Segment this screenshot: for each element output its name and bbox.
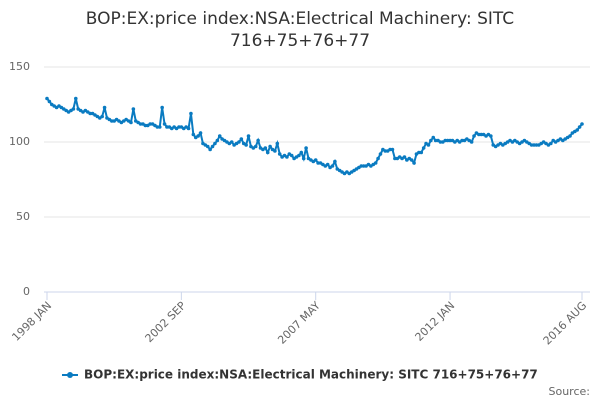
point <box>162 122 167 126</box>
point <box>191 132 196 137</box>
point <box>301 156 306 161</box>
x-tick-label: 1998 JAN <box>9 299 54 344</box>
point <box>100 114 104 119</box>
point <box>273 149 277 153</box>
point <box>330 164 335 168</box>
point <box>489 134 493 138</box>
point <box>102 105 107 110</box>
legend-marker <box>67 372 73 378</box>
point <box>289 153 294 158</box>
point <box>47 99 52 104</box>
point <box>229 140 234 144</box>
point <box>265 150 270 155</box>
point <box>208 147 212 152</box>
point <box>299 150 304 155</box>
point <box>253 144 258 149</box>
point <box>213 141 217 146</box>
point <box>277 152 282 156</box>
point <box>244 143 248 147</box>
point <box>575 128 580 132</box>
point <box>568 134 572 138</box>
point <box>237 140 241 144</box>
point <box>325 162 330 167</box>
point <box>285 155 289 159</box>
point <box>256 138 260 143</box>
point <box>239 137 244 141</box>
point <box>45 96 49 101</box>
point <box>419 150 424 155</box>
point <box>333 159 337 164</box>
point <box>577 125 582 129</box>
y-tick-label: 100 <box>9 135 30 148</box>
point <box>157 125 162 129</box>
y-tick-label: 50 <box>16 210 30 223</box>
x-tick-label: 2012 JAN <box>413 299 458 344</box>
point <box>160 105 164 110</box>
point <box>431 135 436 140</box>
point <box>376 156 380 161</box>
point <box>373 161 378 165</box>
point <box>210 144 215 149</box>
point <box>196 134 200 138</box>
y-tick-label: 150 <box>9 60 30 73</box>
point <box>297 153 301 158</box>
point <box>378 152 383 156</box>
point <box>304 146 308 150</box>
source: Source: <box>549 385 591 398</box>
point <box>268 144 272 149</box>
point <box>429 138 433 143</box>
x-tick-label: 2016 AUG <box>541 299 590 348</box>
x-tick-label: 2007 MAY <box>275 299 323 347</box>
point <box>412 161 416 165</box>
point <box>469 140 474 144</box>
point <box>313 158 318 162</box>
point <box>189 111 193 116</box>
legend-label: BOP:EX:price index:NSA:Electrical Machin… <box>84 368 538 382</box>
point <box>71 107 76 111</box>
point <box>246 134 251 138</box>
point <box>129 120 133 125</box>
point <box>275 141 280 146</box>
point <box>409 158 414 162</box>
point <box>421 146 426 150</box>
point <box>472 134 476 138</box>
point <box>580 122 584 126</box>
x-tick-label: 2002 SEP <box>143 299 189 345</box>
point <box>215 138 220 143</box>
point <box>186 126 191 131</box>
point <box>198 131 203 135</box>
chart-title: BOP:EX:price index:NSA:Electrical Machin… <box>85 9 515 51</box>
point <box>217 134 222 138</box>
point <box>549 141 553 146</box>
y-tick-label: 0 <box>23 285 30 298</box>
point <box>263 146 268 150</box>
point <box>205 144 210 149</box>
point <box>426 143 431 147</box>
point <box>73 96 78 101</box>
point <box>390 147 395 152</box>
point <box>402 155 407 159</box>
point <box>131 107 136 111</box>
